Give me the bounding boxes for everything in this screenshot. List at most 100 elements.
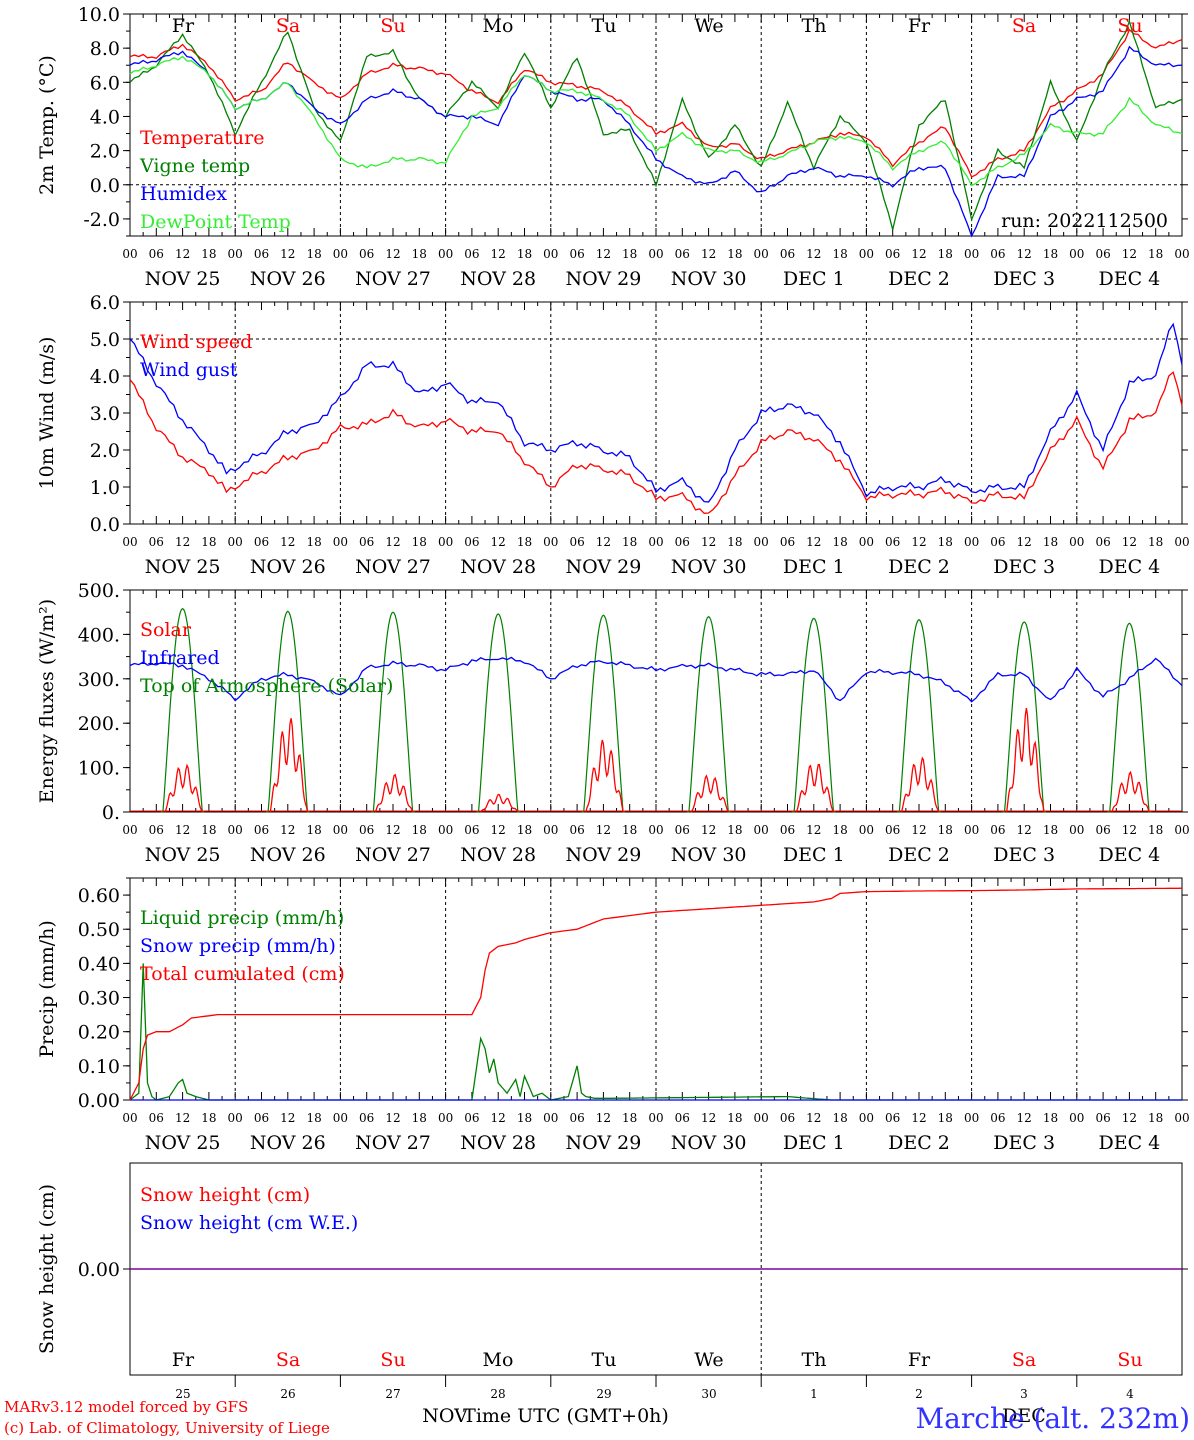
y-tick-label: 0.60 — [78, 885, 120, 907]
solar-line — [374, 773, 414, 813]
solar-line — [269, 718, 309, 813]
day-name: Mo — [483, 1349, 514, 1371]
hour-label: 00 — [964, 823, 979, 837]
day-label: NOV 27 — [355, 1132, 431, 1154]
toa-solar-line — [371, 611, 415, 813]
day-name: We — [694, 15, 723, 37]
toa-solar-line — [686, 615, 731, 813]
hour-label: 06 — [675, 823, 690, 837]
y-tick-label: 6.0 — [90, 72, 120, 94]
day-label: DEC 4 — [1099, 268, 1161, 290]
hour-label: 18 — [832, 1111, 847, 1125]
hour-label: 06 — [990, 823, 1005, 837]
y-tick-label: 0.10 — [78, 1056, 120, 1078]
hour-label: 06 — [1095, 535, 1110, 549]
hour-label: 18 — [201, 1111, 216, 1125]
hour-label: 06 — [149, 823, 164, 837]
hour-label: 12 — [385, 823, 400, 837]
day-label: NOV 27 — [355, 844, 431, 866]
toa-solar-line — [1002, 621, 1047, 813]
hour-label: 18 — [727, 823, 742, 837]
day-name: We — [694, 1349, 723, 1371]
y-tick-label: 5.0 — [90, 329, 120, 351]
day-name: Sa — [1012, 1349, 1036, 1371]
hour-label: 12 — [175, 823, 190, 837]
y-tick-label: 0.0 — [90, 514, 120, 536]
hour-label: 00 — [122, 535, 137, 549]
meteogram-panels: 00 06 12 18 00 06 12 18 00 06 12 18 00 06 12 18 00 06 12 18… — [36, 4, 1190, 1387]
hour-label: 18 — [1148, 823, 1163, 837]
hour-label: 18 — [622, 823, 637, 837]
day-label: NOV 29 — [565, 1132, 641, 1154]
hour-label: 00 — [228, 823, 243, 837]
infrared-line — [129, 656, 1183, 703]
hour-label: 06 — [675, 247, 690, 261]
toa-solar-line — [581, 614, 626, 813]
day-label: DEC 4 — [1099, 1132, 1161, 1154]
day-number: 29 — [596, 1387, 611, 1401]
day-number: 30 — [701, 1387, 716, 1401]
hour-label: 00 — [438, 247, 453, 261]
series-line-vigne-temp — [129, 19, 1183, 230]
hour-label: 06 — [254, 1111, 269, 1125]
solar-line — [1006, 708, 1045, 813]
solar-line — [795, 763, 835, 813]
hour-label: 00 — [543, 1111, 558, 1125]
hour-label: 06 — [359, 1111, 374, 1125]
hour-label: 06 — [990, 247, 1005, 261]
y-tick-label: 0.20 — [78, 1022, 120, 1044]
day-name: Su — [380, 15, 405, 37]
solar-line — [900, 756, 940, 813]
day-label: NOV 25 — [145, 844, 221, 866]
hour-label: 00 — [648, 247, 663, 261]
hour-label: 12 — [1017, 247, 1032, 261]
hour-label: 18 — [938, 823, 953, 837]
day-label: NOV 29 — [565, 844, 641, 866]
day-label: DEC 1 — [783, 1132, 845, 1154]
y-tick-label: 8.0 — [90, 38, 120, 60]
y-tick-label: 0.30 — [78, 988, 120, 1010]
hour-label: 18 — [727, 247, 742, 261]
toa-solar-line — [1107, 622, 1152, 813]
hour-label: 00 — [333, 535, 348, 549]
hour-label: 06 — [359, 823, 374, 837]
day-number: 27 — [385, 1387, 400, 1401]
hour-label: 12 — [491, 823, 506, 837]
hour-label: 18 — [1043, 823, 1058, 837]
month-label-dec: DEC — [1002, 1405, 1046, 1427]
hour-label: 00 — [859, 1111, 874, 1125]
hour-label: 12 — [701, 823, 716, 837]
legend-entry: Solar — [140, 619, 192, 641]
hour-label: 06 — [149, 1111, 164, 1125]
hour-label: 00 — [754, 1111, 769, 1125]
hour-label: 00 — [1174, 535, 1189, 549]
footer-model-credit: MARv3.12 model forced by GFS — [4, 1398, 248, 1416]
legend-entry: Wind gust — [140, 359, 238, 381]
series-line-wind-speed — [129, 371, 1183, 514]
hour-label: 18 — [201, 823, 216, 837]
hour-label: 12 — [1017, 1111, 1032, 1125]
hour-label: 06 — [569, 1111, 584, 1125]
hour-label: 00 — [964, 535, 979, 549]
hour-label: 18 — [1043, 535, 1058, 549]
hour-label: 18 — [517, 1111, 532, 1125]
day-label: NOV 27 — [355, 268, 431, 290]
day-label: NOV 30 — [671, 268, 747, 290]
hour-label: 00 — [964, 247, 979, 261]
hour-label: 18 — [832, 247, 847, 261]
chart-panel-5: 0.00 Snow height (cm) Snow height (cm) Snow… — [36, 1162, 1188, 1387]
hour-label: 06 — [1095, 247, 1110, 261]
day-name: Su — [380, 1349, 405, 1371]
hour-label: 06 — [254, 247, 269, 261]
legend-entry: Vigne temp — [139, 155, 250, 177]
day-label: DEC 2 — [888, 268, 950, 290]
hour-label: 00 — [754, 247, 769, 261]
hour-label: 18 — [727, 535, 742, 549]
run-label: run: 2022112500 — [1001, 210, 1168, 232]
hour-label: 00 — [1069, 247, 1084, 261]
hour-label: 18 — [412, 247, 427, 261]
day-name: Su — [1117, 1349, 1142, 1371]
hour-label: 12 — [385, 247, 400, 261]
hour-label: 12 — [596, 823, 611, 837]
